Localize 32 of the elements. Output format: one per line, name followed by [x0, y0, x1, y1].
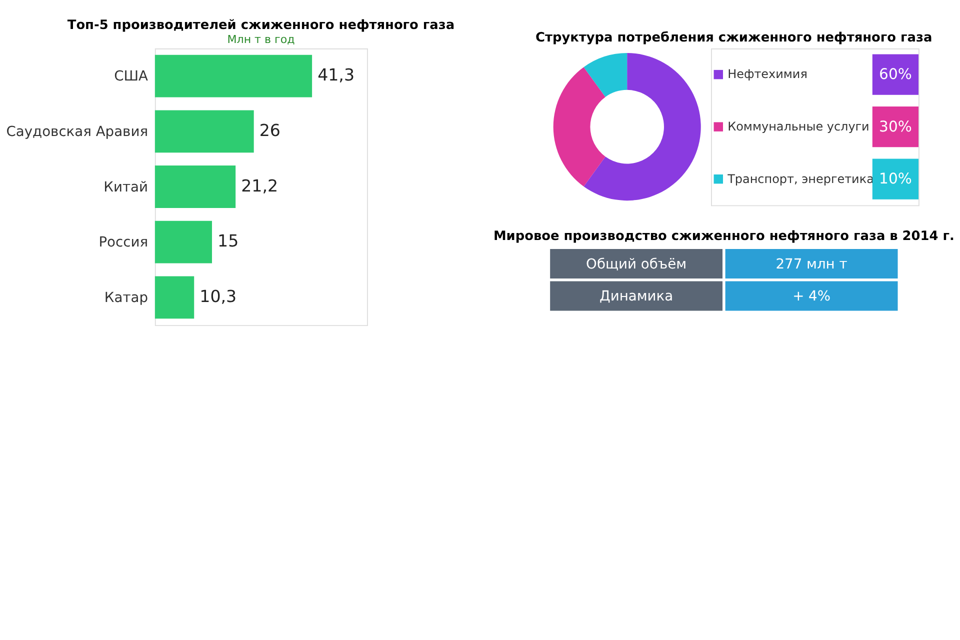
- text: + 4%: [792, 288, 830, 305]
- data-label: 60%: [879, 66, 912, 84]
- text: Мировое производство сжиженного нефтяного газа в 2014 г.: [493, 228, 954, 244]
- data-label: 10%: [879, 170, 912, 188]
- legend-label: Нефтехимия: [728, 67, 808, 82]
- bar: [154, 276, 194, 319]
- y-tick-label: Россия: [98, 234, 148, 251]
- data-label: 10,3: [200, 287, 237, 306]
- text: Общий объём: [586, 256, 687, 272]
- donut-slice: [584, 53, 701, 201]
- data-label: 21,2: [241, 176, 278, 196]
- y-tick-label: Катар: [104, 290, 148, 306]
- data-label: 26: [259, 121, 280, 140]
- bar: [154, 166, 236, 208]
- legend-label: Коммунальные услуги: [728, 120, 870, 134]
- data-label: 30%: [879, 118, 912, 136]
- y-tick-label: Саудовская Аравия: [6, 124, 148, 140]
- chart-subtitle: Млн т в год: [227, 32, 296, 46]
- data-label: 15: [218, 232, 239, 251]
- data-label: 41,3: [318, 66, 354, 85]
- donut-slice: [584, 53, 628, 97]
- chart-title: Топ-5 производителей сжиженного нефтяного газа: [67, 18, 455, 34]
- text: Динамика: [600, 288, 674, 305]
- y-tick-label: Китай: [104, 179, 148, 196]
- bar: [154, 220, 212, 264]
- chart-title: Структура потребления сжиженного нефтяного газа: [536, 30, 932, 46]
- bar: [154, 54, 312, 98]
- text: 277 млн т: [776, 256, 848, 272]
- bar: [154, 110, 254, 153]
- donut-slice: [553, 67, 606, 186]
- y-tick-label: США: [114, 68, 149, 85]
- legend-label: Транспорт, энергетика: [726, 172, 874, 186]
